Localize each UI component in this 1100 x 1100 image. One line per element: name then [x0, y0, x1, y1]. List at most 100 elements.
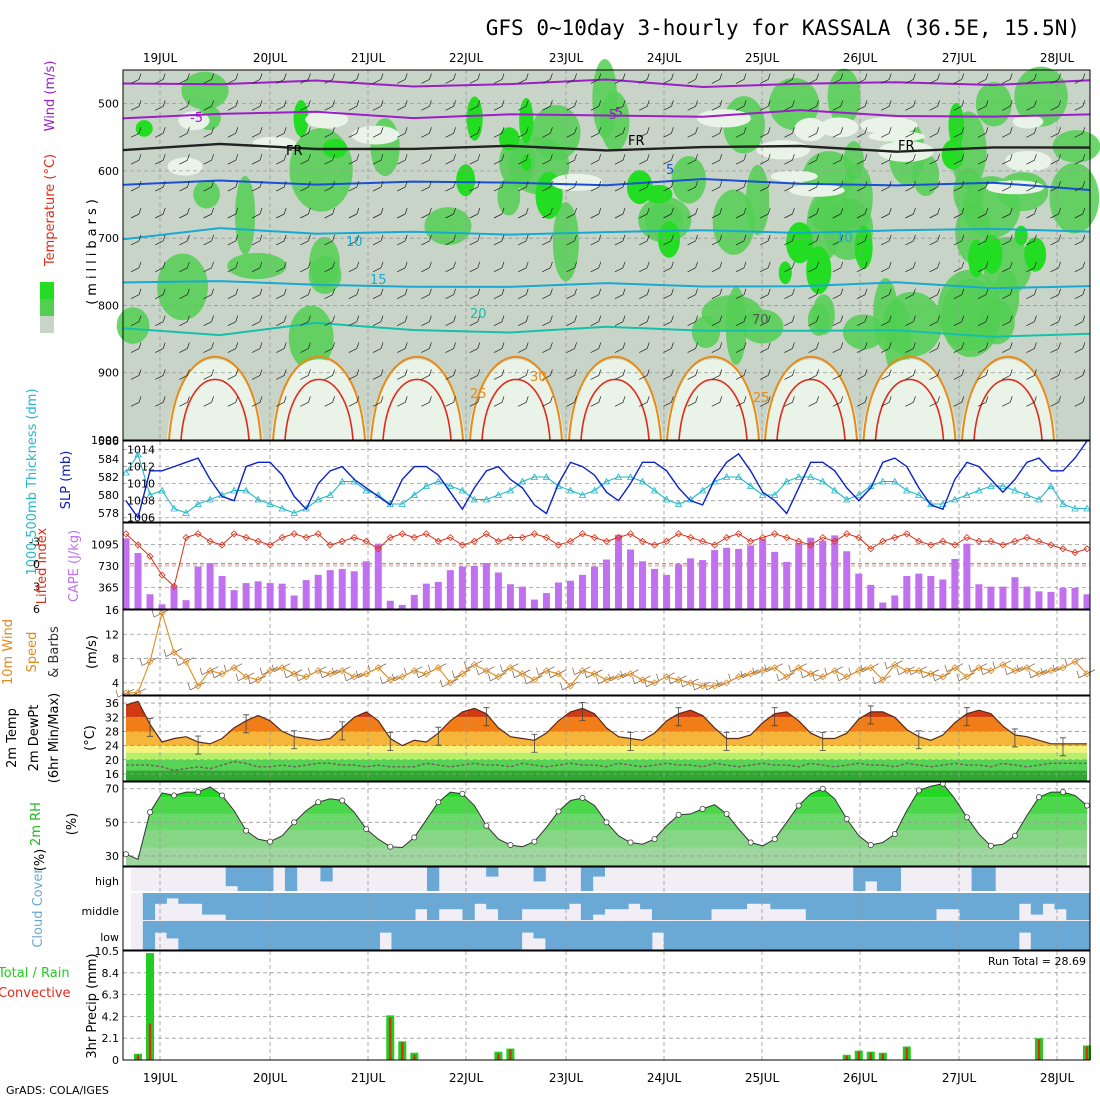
isotherm-line — [122, 78, 1091, 89]
thickness-marker — [446, 482, 455, 489]
rh-marker — [243, 827, 250, 834]
wind-barb — [711, 261, 723, 273]
wind-barb — [977, 342, 989, 353]
lifted-index-marker — [1071, 549, 1079, 557]
wind-barb — [953, 100, 965, 111]
wind-barb — [421, 342, 432, 353]
wind-barb — [614, 342, 626, 353]
cloud-cover-cell — [758, 893, 771, 904]
wind-speed-marker — [530, 676, 538, 684]
wind-barb — [300, 100, 311, 111]
wind-barb — [130, 154, 142, 165]
lifted-index-marker — [338, 537, 346, 545]
wind-barb — [639, 100, 650, 111]
cape-bar — [530, 599, 538, 609]
lifted-index-marker — [410, 533, 418, 542]
wind-barb — [905, 100, 916, 111]
wind-speed-marker — [807, 670, 815, 678]
wind-speed-marker — [518, 670, 526, 678]
wind-barb — [614, 207, 626, 219]
isotherm-30 — [284, 378, 354, 441]
wind-barb — [687, 73, 698, 84]
wind-barb — [760, 207, 771, 219]
wind-speed-marker — [266, 667, 274, 675]
tick-label: 10.5 — [95, 945, 120, 958]
cloud-cover-cell — [711, 893, 724, 910]
tick-label: 600 — [98, 165, 119, 178]
wind-barb — [493, 100, 505, 111]
thickness-marker — [170, 504, 178, 512]
lifted-index-marker — [1011, 537, 1019, 545]
cloud-cover-cell — [805, 893, 819, 920]
wind-barb — [130, 261, 142, 273]
wind-barb — [179, 73, 190, 84]
rh-marker — [867, 842, 874, 848]
wind-barb — [251, 369, 263, 380]
wind-barb — [251, 315, 263, 326]
wind-barb — [203, 154, 214, 165]
cloud-cover-cell — [865, 893, 878, 920]
cloud-row-label: middle — [81, 905, 119, 918]
rh-dry-lobe — [167, 359, 263, 440]
wind-barb — [905, 180, 916, 192]
wind-barb — [203, 396, 214, 407]
wind-frame — [122, 609, 1091, 696]
rh-marker — [459, 790, 466, 797]
chart-title: GFS 0~10day 3-hourly for KASSALA (36.5E,… — [486, 16, 1080, 40]
tick-label: 70 — [105, 783, 119, 796]
precip-convective-bar — [413, 1054, 416, 1060]
cloud-cover-cell — [237, 867, 250, 891]
wind-barb — [881, 396, 892, 407]
thickness-marker — [626, 473, 635, 480]
wind-barb — [300, 180, 311, 192]
wind-barb — [808, 100, 819, 111]
rh-marker — [723, 810, 730, 817]
wind-barb — [542, 207, 553, 219]
thickness-marker — [314, 495, 322, 503]
lifted-index-marker — [843, 530, 851, 538]
wind-speed-marker — [554, 670, 563, 678]
precip-convective-bar — [1037, 1039, 1041, 1060]
wind-barb — [1050, 261, 1061, 273]
wind-barb — [372, 288, 384, 300]
wind-barb-10m — [235, 672, 255, 682]
cape-bar — [578, 574, 586, 609]
wind-barb — [300, 342, 311, 353]
wind-barb — [711, 154, 723, 165]
cape-bar — [314, 574, 322, 609]
wind-speed-marker — [314, 667, 322, 675]
wind-barb — [542, 315, 553, 326]
wind-barb — [1026, 207, 1037, 219]
wind-barb — [203, 207, 214, 219]
wind-barb — [203, 127, 214, 138]
wind-barb — [856, 207, 868, 219]
wind-barb — [518, 396, 529, 407]
rh-dry-lobe — [763, 359, 859, 440]
wind-speed-marker — [626, 670, 635, 678]
wind-barb — [929, 180, 940, 192]
date-label-top: 20JUL — [253, 51, 288, 65]
thickness-marker — [134, 450, 142, 458]
precip-convective-label: Convective — [0, 986, 71, 1001]
tick-label: 1012 — [127, 461, 155, 474]
thickness-marker — [1035, 495, 1043, 503]
wind-barb — [663, 342, 674, 353]
cloud-cover-cell — [296, 921, 309, 950]
wind-barb — [130, 180, 142, 192]
lifted-index-marker — [266, 541, 274, 549]
wind-speed-marker — [939, 673, 947, 681]
cloud-cover-cell — [853, 893, 866, 920]
wind-barb — [493, 315, 505, 326]
wind-barb — [251, 234, 263, 246]
wind-barb — [590, 396, 602, 407]
cape-bar — [554, 582, 562, 609]
wind-barb — [590, 288, 602, 300]
wind-barb — [663, 315, 674, 326]
cloud-cover-cell — [794, 893, 807, 910]
rh-marker — [531, 838, 538, 845]
wind-barb — [542, 288, 553, 300]
lifted-index-marker — [194, 530, 202, 538]
cloud-cover-cell — [344, 893, 357, 920]
rh-marker — [387, 843, 394, 850]
wind-barb — [372, 180, 384, 192]
